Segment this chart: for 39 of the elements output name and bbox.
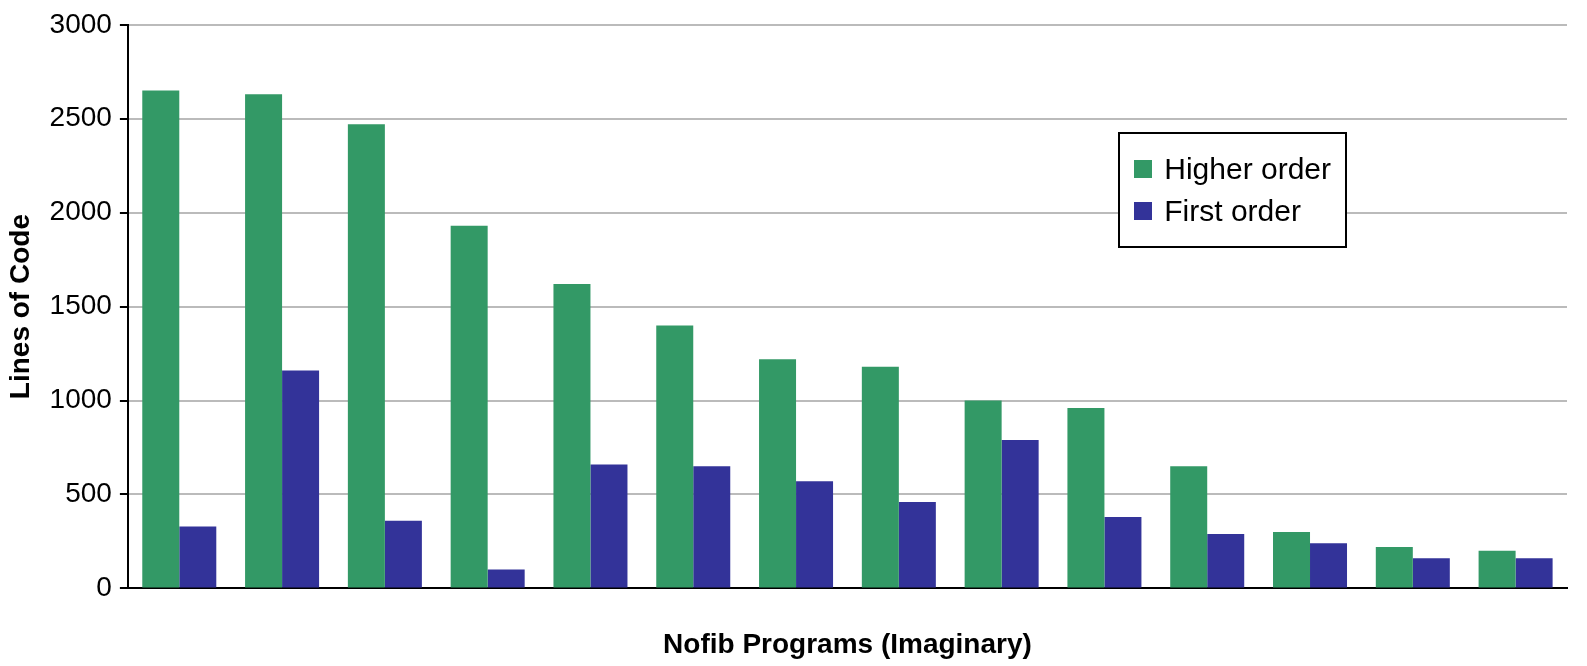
- bar: [1273, 532, 1311, 588]
- bar: [759, 359, 797, 588]
- y-tick-label: 3000: [49, 7, 112, 39]
- bar: [1001, 439, 1039, 588]
- bar: [553, 284, 591, 588]
- bar: [450, 225, 488, 588]
- bar: [347, 124, 385, 588]
- y-tick-label: 1500: [49, 289, 112, 321]
- y-tick-label: 2000: [49, 195, 112, 227]
- bar: [861, 366, 899, 588]
- bar: [796, 481, 834, 588]
- bar: [693, 466, 731, 588]
- y-tick-label: 2500: [49, 101, 112, 133]
- x-axis-title: Nofib Programs (Imaginary): [663, 627, 1032, 659]
- bar: [487, 569, 525, 588]
- bar: [142, 90, 180, 588]
- bar: [245, 94, 283, 588]
- bar: [384, 520, 422, 588]
- bar: [282, 370, 320, 588]
- bar: [1104, 517, 1142, 588]
- bar: [656, 325, 694, 588]
- bar: [1067, 408, 1105, 588]
- bar: [898, 501, 936, 588]
- bar: [590, 464, 628, 588]
- y-tick-label: 500: [65, 477, 112, 509]
- legend-label: Higher order: [1164, 152, 1331, 186]
- bar: [1478, 550, 1516, 588]
- bar: [1310, 543, 1348, 588]
- bar: [179, 526, 217, 588]
- y-tick-label: 0: [96, 571, 112, 603]
- bar: [1515, 558, 1553, 588]
- bar: [1170, 466, 1208, 588]
- bar: [1207, 533, 1245, 588]
- legend-label: First order: [1164, 194, 1301, 228]
- bar: [1412, 558, 1450, 588]
- y-axis-title: Lines of Code: [3, 214, 35, 400]
- bar: [964, 400, 1002, 588]
- bar: [1375, 547, 1413, 588]
- y-tick-label: 1000: [49, 383, 112, 415]
